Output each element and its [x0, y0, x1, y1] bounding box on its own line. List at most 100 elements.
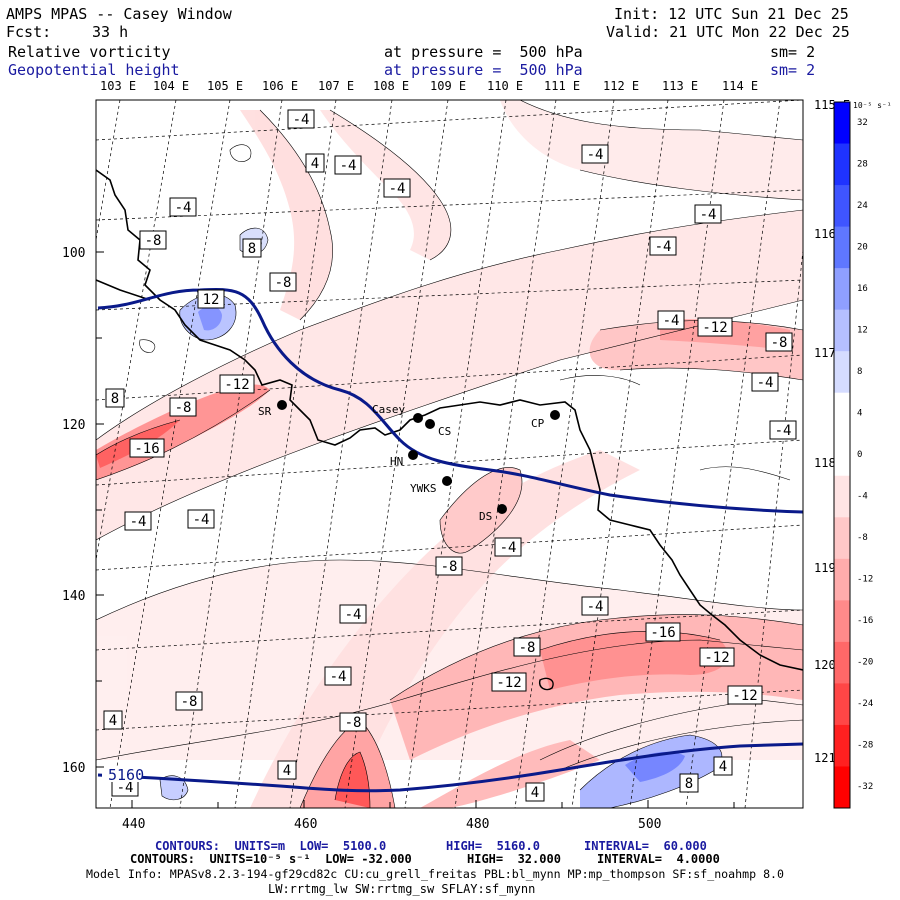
- svg-text:-4: -4: [193, 512, 210, 528]
- svg-text:-4: -4: [345, 607, 362, 623]
- colorbar-swatch: [834, 683, 850, 726]
- colorbar-frame: [833, 101, 851, 809]
- svg-text:-12: -12: [224, 377, 249, 393]
- contour-label: -4: [124, 511, 152, 531]
- contour-label: -4: [581, 596, 609, 616]
- svg-text:-16: -16: [650, 625, 675, 641]
- svg-text:-4: -4: [775, 423, 792, 439]
- svg-text:-4: -4: [700, 207, 717, 223]
- svg-text:4: 4: [531, 785, 539, 801]
- colorbar-tick-label: -4: [857, 492, 868, 502]
- map-title: AMPS MPAS -- Casey Window: [6, 5, 232, 23]
- field1-level: at pressure = 500 hPa: [384, 43, 583, 61]
- colorbar-tick-label: 4: [857, 408, 862, 418]
- coastline: [96, 169, 803, 671]
- map-plot-area: [96, 100, 803, 808]
- colorbar-swatch: [834, 475, 850, 518]
- svg-text:-12: -12: [704, 650, 729, 666]
- y-tick-label: 160: [62, 761, 85, 776]
- svg-text:-4: -4: [663, 313, 680, 329]
- contour-label: -4: [169, 197, 197, 217]
- contour-label: -4: [649, 236, 677, 256]
- svg-text:-4: -4: [330, 669, 347, 685]
- colorbar-swatch: [834, 268, 850, 311]
- footer-vort-interval: INTERVAL= 4.0000: [597, 852, 720, 866]
- x-tick-label: 480: [466, 817, 489, 832]
- footer-height-contours: CONTOURS: UNITS=m LOW= 5100.0: [155, 839, 387, 853]
- contour-label: 4: [103, 710, 123, 730]
- colorbar-tick-label: 16: [857, 284, 868, 294]
- svg-text:-4: -4: [655, 239, 672, 255]
- svg-text:-4: -4: [117, 780, 134, 796]
- colorbar-swatch: [834, 517, 850, 560]
- field2-name: Geopotential height: [8, 61, 180, 79]
- forecast-label: Fcst:: [6, 23, 52, 41]
- colorbar-swatch: [834, 558, 850, 601]
- svg-text:-4: -4: [293, 112, 310, 128]
- svg-text:4: 4: [719, 759, 727, 775]
- colorbar-tick-label: -24: [857, 699, 873, 709]
- contour-label: -4: [334, 155, 362, 175]
- field2-level: at pressure = 500 hPa: [384, 61, 583, 79]
- contour-label: -8: [435, 556, 463, 576]
- colorbar-tick-label: -16: [857, 616, 873, 626]
- colorbar-tick-label: 28: [857, 159, 868, 169]
- svg-text:8: 8: [248, 241, 256, 257]
- colorbar-swatch: [834, 309, 850, 352]
- svg-text:-16: -16: [134, 441, 159, 457]
- contour-label: -4: [769, 420, 797, 440]
- colorbar-unit: 10⁻⁵ s⁻¹: [853, 101, 892, 110]
- svg-text:-4: -4: [340, 158, 357, 174]
- colorbar-swatch: [834, 600, 850, 643]
- station-label: HN: [390, 455, 403, 468]
- svg-text:-4: -4: [175, 200, 192, 216]
- footer-height-high: HIGH= 5160.0: [446, 839, 540, 853]
- colorbar-tick-label: 0: [857, 450, 862, 460]
- svg-text:-8: -8: [145, 233, 162, 249]
- x-tick-label: 460: [294, 817, 317, 832]
- valid-time: Valid: 21 UTC Mon 22 Dec 25: [606, 23, 850, 41]
- contour-label: -8: [339, 712, 367, 732]
- contour-label: -4: [383, 178, 411, 198]
- contour-label: -4: [111, 777, 139, 797]
- svg-text:-12: -12: [702, 320, 727, 336]
- contour-label: -4: [324, 666, 352, 686]
- colorbar-tick-label: 20: [857, 242, 868, 252]
- svg-text:-8: -8: [345, 715, 362, 731]
- top-lon-label: 105 E: [207, 79, 243, 93]
- footer-model-info: Model Info: MPASv8.2.3-194-gf29cd82c CU:…: [86, 867, 785, 881]
- colorbar-tick-label: -12: [857, 575, 873, 585]
- contour-label: 4: [277, 760, 297, 780]
- contour-label: -12: [219, 374, 255, 394]
- svg-text:-4: -4: [130, 514, 147, 530]
- top-lon-label: 104 E: [153, 79, 189, 93]
- colorbar-tick-label: 8: [857, 367, 862, 377]
- contour-label: -12: [727, 685, 763, 705]
- contour-label: 8: [105, 388, 125, 408]
- contour-label: -8: [139, 230, 167, 250]
- plot-frame: [95, 99, 804, 809]
- contour-label: -4: [581, 144, 609, 164]
- footer-vort-high: HIGH= 32.000: [467, 852, 561, 866]
- svg-text:-8: -8: [441, 559, 458, 575]
- contour-label: -8: [765, 332, 793, 352]
- contour-label: -4: [187, 509, 215, 529]
- forecast-hour: 33 h: [92, 23, 129, 41]
- station-label: SR: [258, 405, 272, 418]
- svg-text:8: 8: [685, 776, 693, 792]
- colorbar-tick-label: -8: [857, 533, 868, 543]
- colorbar-tick-label: 12: [857, 325, 868, 335]
- colorbar-swatch: [834, 724, 850, 767]
- contour-label: 8: [679, 773, 699, 793]
- contour-label: -12: [491, 672, 527, 692]
- station-label: CP: [531, 417, 545, 430]
- field2-smoothing: sm= 2: [770, 61, 816, 79]
- svg-text:4: 4: [283, 763, 291, 779]
- colorbar-swatch: [834, 185, 850, 228]
- station-label: Casey: [372, 403, 405, 416]
- colorbar-swatch: [834, 434, 850, 477]
- svg-text:-8: -8: [771, 335, 788, 351]
- y-tick-label: 140: [62, 589, 85, 604]
- footer-height-interval: INTERVAL= 60.000: [584, 839, 707, 853]
- top-lon-label: 109 E: [430, 79, 466, 93]
